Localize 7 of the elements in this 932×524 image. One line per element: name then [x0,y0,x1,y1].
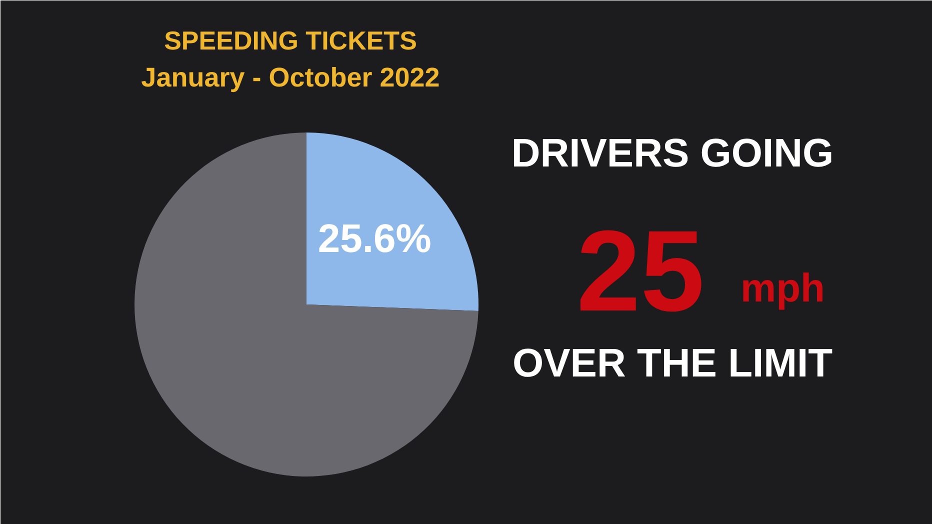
text: mph [740,266,825,310]
text: 25 [576,208,704,336]
text: OVER THE LIMIT [512,342,832,386]
data-label: 25.6% [318,216,432,261]
chart-subtitle: January - October 2022 [141,62,440,92]
text: DRIVERS GOING [511,132,834,176]
chart-title: SPEEDING TICKETS [164,26,417,56]
